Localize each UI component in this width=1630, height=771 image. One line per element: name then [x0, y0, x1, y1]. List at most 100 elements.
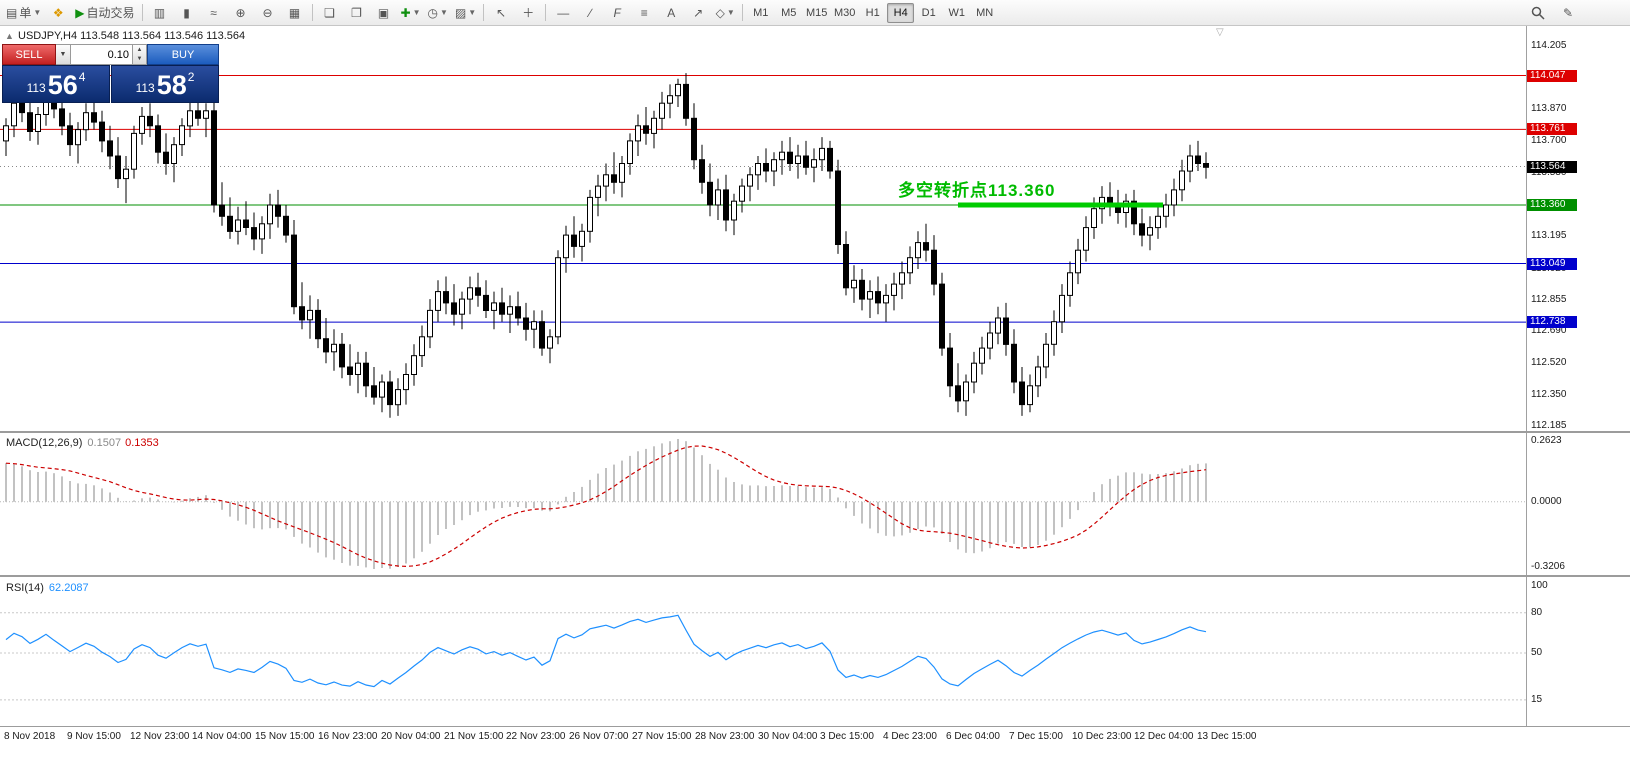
stepper-up-icon[interactable]: ▲ — [136, 46, 143, 53]
sell-price-display[interactable]: 113 56 4 — [2, 65, 110, 103]
rsi-scale-100-label: 100 — [1531, 580, 1548, 591]
edit-button[interactable]: ✎ — [1555, 2, 1581, 24]
hline-icon: — — [557, 5, 570, 20]
new-order-button[interactable]: ▤ 单 ▼ — [3, 2, 44, 24]
timeframe-m15[interactable]: M15 — [806, 6, 828, 19]
timeframe-m30[interactable]: M30 — [834, 6, 856, 19]
time-axis-label: 21 Nov 15:00 — [444, 731, 504, 742]
rsi-indicator-canvas[interactable] — [0, 578, 1526, 725]
buy-price-prefix: 113 — [135, 81, 155, 95]
price-chart-canvas[interactable] — [0, 26, 1526, 431]
horizontal-line-button[interactable]: — — [550, 2, 576, 24]
fibonacci-button[interactable]: F — [604, 2, 630, 24]
auto-trading-button[interactable]: ▶ 自动交易 — [72, 2, 137, 24]
price-level-badge: 112.738 — [1527, 316, 1577, 328]
price-axis-label: 112.185 — [1531, 420, 1567, 431]
stepper-down-icon[interactable]: ▼ — [136, 56, 143, 63]
time-axis-label: 20 Nov 04:00 — [381, 731, 441, 742]
time-axis-label: 7 Dec 15:00 — [1009, 731, 1063, 742]
price-axis-label: 112.855 — [1531, 294, 1567, 305]
grid-button[interactable]: ▦ — [282, 2, 308, 24]
line-chart-button[interactable]: ≈ — [201, 2, 227, 24]
trendline-button[interactable]: ∕ — [577, 2, 603, 24]
macd-scale-top-label: 0.2623 — [1531, 435, 1562, 446]
shapes-button[interactable]: ◇ ▼ — [712, 2, 738, 24]
macd-indicator-canvas[interactable] — [0, 433, 1526, 575]
time-axis-label: 27 Nov 15:00 — [632, 731, 692, 742]
time-axis-label: 30 Nov 04:00 — [758, 731, 818, 742]
sell-price-prefix: 113 — [26, 81, 46, 95]
buy-button[interactable]: BUY — [147, 44, 219, 65]
clock-icon: ◷ — [427, 5, 439, 20]
cascade-windows-button[interactable]: ❐ — [344, 2, 370, 24]
main-toolbar: ▤ 单 ▼ ❖ ▶ 自动交易 ▥ ▮ ≈ ⊕ ⊖ ▦ ❏ ❐ ▣ ✚ ▼ ◷ ▼… — [0, 0, 1630, 26]
macd-signal-value: 0.1353 — [125, 437, 159, 449]
periods-button[interactable]: ◷ ▼ — [425, 2, 451, 24]
zoom-out-icon: ⊖ — [262, 5, 273, 20]
time-axis-label: 16 Nov 23:00 — [318, 731, 378, 742]
charts-profile-button[interactable]: ❖ — [45, 2, 71, 24]
turning-point-segment[interactable] — [958, 202, 1163, 208]
bar-chart-button[interactable]: ▥ — [147, 2, 173, 24]
indicators-button[interactable]: ✚ ▼ — [398, 2, 424, 24]
chevron-down-icon: ▼ — [726, 8, 735, 17]
timeframe-m5[interactable]: M5 — [781, 6, 797, 19]
price-level-badge: 114.047 — [1527, 70, 1577, 82]
panel-splitter[interactable] — [0, 575, 1630, 577]
time-axis-label: 12 Nov 23:00 — [130, 731, 190, 742]
auto-trading-label: 自动交易 — [86, 6, 135, 20]
price-axis-label: 113.195 — [1531, 230, 1567, 241]
time-axis[interactable]: 8 Nov 2018 9 Nov 15:00 12 Nov 23:00 14 Nov … — [0, 726, 1630, 771]
sell-price-sup: 4 — [78, 70, 86, 84]
shapes-icon: ◇ — [715, 5, 725, 20]
timeframe-m1[interactable]: M1 — [753, 6, 769, 19]
candlestick-chart-button[interactable]: ▮ — [174, 2, 200, 24]
toolbar-separator — [545, 4, 547, 21]
cursor-button[interactable]: ↖ — [488, 2, 514, 24]
timeframe-w1[interactable]: W1 — [948, 6, 965, 19]
arrow-tools-button[interactable]: ↗ — [685, 2, 711, 24]
volume-stepper[interactable]: ▲ ▼ — [133, 44, 147, 65]
buy-price-main: 58 — [156, 70, 187, 100]
bar-chart-icon: ▥ — [153, 5, 166, 20]
arrange-windows-button[interactable]: ▣ — [371, 2, 397, 24]
timeframe-h1[interactable]: H1 — [865, 6, 880, 19]
search-button[interactable] — [1525, 2, 1551, 24]
timeframe-h4[interactable]: H4 — [887, 2, 915, 23]
time-axis-label: 3 Dec 15:00 — [820, 731, 874, 742]
rsi-scale-50-label: 50 — [1531, 647, 1543, 658]
buy-price-display[interactable]: 113 58 2 — [111, 65, 219, 103]
zoom-in-button[interactable]: ⊕ — [228, 2, 254, 24]
price-axis-label: 112.520 — [1531, 357, 1567, 368]
chart-shift-marker[interactable]: ▽ — [1216, 27, 1224, 38]
zoom-in-icon: ⊕ — [235, 5, 246, 20]
toolbar-separator — [742, 4, 744, 21]
chart-title: USDJPY,H4 113.548 113.564 113.546 113.56… — [18, 30, 246, 42]
pencil-icon: ✎ — [1562, 5, 1574, 20]
price-axis-border — [1526, 26, 1527, 726]
timeframe-d1[interactable]: D1 — [921, 6, 936, 19]
price-level-badge: 113.761 — [1527, 123, 1577, 135]
sell-button[interactable]: SELL — [2, 44, 56, 65]
volume-input[interactable] — [71, 44, 133, 65]
zoom-out-button[interactable]: ⊖ — [255, 2, 281, 24]
timeframe-mn[interactable]: MN — [976, 6, 994, 19]
tile-windows-button[interactable]: ❏ — [317, 2, 343, 24]
templates-button[interactable]: ▨ ▼ — [452, 2, 479, 24]
price-axis-label: 113.700 — [1531, 135, 1567, 146]
volume-combo-arrow[interactable]: ▼ — [56, 44, 71, 65]
chevron-down-icon: ▼ — [33, 8, 42, 17]
cascade-icon: ❐ — [351, 5, 362, 20]
panel-splitter[interactable] — [0, 431, 1630, 433]
cursor-icon: ↖ — [496, 5, 507, 20]
line-chart-icon: ≈ — [210, 5, 217, 20]
candlestick-icon: ▮ — [183, 5, 190, 20]
arrange-icon: ▣ — [377, 5, 390, 20]
text-button[interactable]: A — [658, 2, 684, 24]
crosshair-button[interactable]: ＋ — [515, 2, 541, 24]
time-axis-label: 12 Dec 04:00 — [1134, 731, 1194, 742]
one-click-panel-toggle[interactable]: ▲ — [5, 31, 14, 41]
channel-button[interactable]: ≡ — [631, 2, 657, 24]
one-click-trading-panel: SELL ▼ ▲ ▼ BUY 113 56 4 113 58 2 — [2, 44, 219, 103]
turning-point-annotation[interactable]: 多空转折点113.360 — [898, 181, 1056, 200]
